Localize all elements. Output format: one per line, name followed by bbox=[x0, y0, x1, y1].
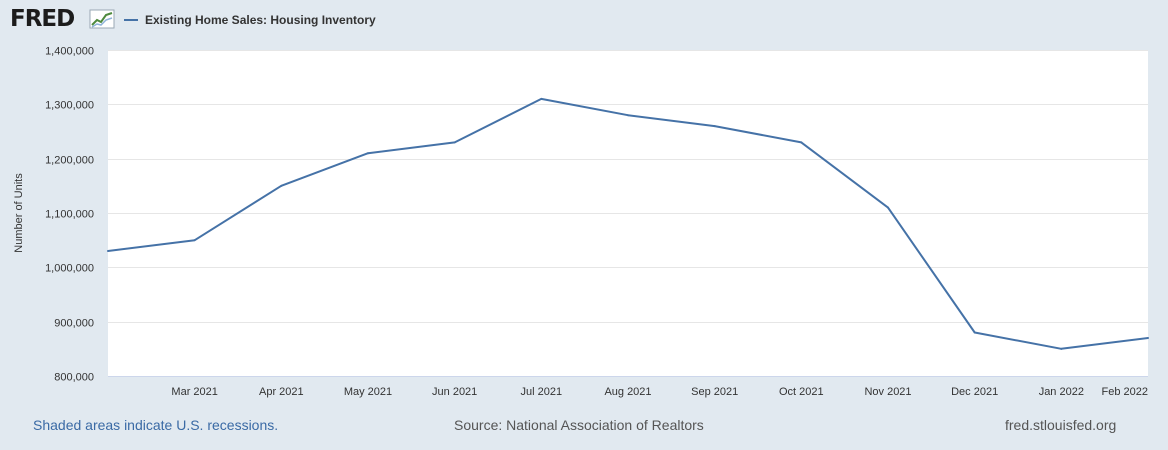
data-point bbox=[713, 125, 716, 128]
data-point bbox=[627, 114, 629, 117]
data-point bbox=[193, 239, 196, 242]
source-note: Source: National Association of Realtors bbox=[454, 417, 704, 433]
data-point bbox=[453, 141, 456, 144]
fred-logo[interactable]: FRED bbox=[10, 6, 75, 32]
legend-label: Existing Home Sales: Housing Inventory bbox=[145, 13, 376, 27]
y-tick-label: 1,100,000 bbox=[45, 209, 94, 221]
x-tick-label: Nov 2021 bbox=[864, 386, 911, 398]
data-point bbox=[1060, 347, 1063, 350]
data-point bbox=[800, 141, 803, 144]
y-axis-label: Number of Units bbox=[13, 173, 25, 253]
data-point bbox=[973, 331, 976, 334]
line-chart-icon bbox=[89, 9, 115, 29]
x-tick-label: Jan 2022 bbox=[1039, 386, 1084, 398]
x-tick-label: Jul 2021 bbox=[521, 386, 563, 398]
data-point bbox=[540, 97, 543, 100]
x-tick-label: May 2021 bbox=[344, 386, 392, 398]
legend[interactable]: Existing Home Sales: Housing Inventory bbox=[124, 12, 376, 28]
x-tick-label: Oct 2021 bbox=[779, 386, 824, 398]
y-tick-label: 900,000 bbox=[54, 318, 94, 330]
y-tick-label: 1,200,000 bbox=[45, 155, 94, 167]
data-point bbox=[887, 206, 889, 209]
recession-note-link[interactable]: Shaded areas indicate U.S. recessions. bbox=[33, 417, 279, 433]
data-point bbox=[367, 152, 369, 155]
x-tick-label: Apr 2021 bbox=[259, 386, 304, 398]
y-tick-label: 1,400,000 bbox=[45, 46, 94, 58]
x-tick-label: Jun 2021 bbox=[432, 386, 477, 398]
data-point bbox=[1147, 336, 1149, 339]
y-tick-label: 1,300,000 bbox=[45, 100, 94, 112]
legend-swatch bbox=[124, 19, 138, 21]
chart-header: FRED Existing Home Sales: Housing Invent… bbox=[0, 0, 1168, 40]
y-tick-label: 800,000 bbox=[54, 372, 94, 384]
site-link[interactable]: fred.stlouisfed.org bbox=[1005, 417, 1117, 433]
x-tick-label: Feb 2022 bbox=[1102, 386, 1148, 398]
x-tick-label: Dec 2021 bbox=[951, 386, 998, 398]
x-tick-label: Sep 2021 bbox=[691, 386, 738, 398]
data-point bbox=[280, 184, 283, 187]
y-tick-label: 1,000,000 bbox=[45, 263, 94, 275]
x-tick-label: Mar 2021 bbox=[171, 386, 217, 398]
x-tick-label: Aug 2021 bbox=[604, 386, 651, 398]
data-point bbox=[107, 250, 109, 253]
